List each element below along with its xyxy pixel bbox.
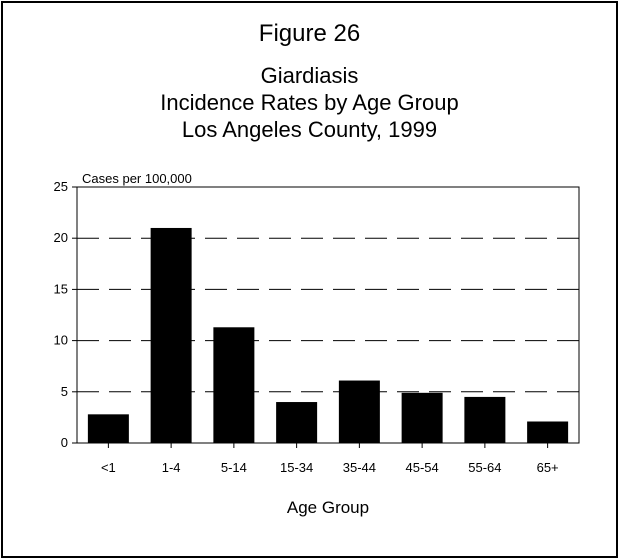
y-tick-label: 20: [54, 230, 68, 245]
y-axis: 0 5 10 15 20 25: [54, 179, 77, 450]
bar: [276, 402, 318, 443]
x-tick-label: 65+: [537, 460, 559, 475]
figure-label: Figure 26: [258, 20, 361, 47]
y-tick-label: 15: [54, 281, 68, 296]
bar: [87, 414, 129, 443]
x-tick-label: 45-54: [406, 460, 439, 475]
bar: [464, 396, 506, 443]
bar: [527, 421, 569, 443]
x-axis: <1 1-4 5-14 15-34 35-44 45-54 55-64 65+: [101, 443, 559, 475]
x-tick-label: 15-34: [280, 460, 313, 475]
x-tick-label: 35-44: [343, 460, 376, 475]
chart-title-line-2: Incidence Rates by Age Group: [160, 90, 459, 115]
bar: [213, 327, 255, 443]
y-axis-label: Cases per 100,000: [82, 171, 192, 186]
y-tick-label: 0: [61, 435, 68, 450]
y-tick-label: 5: [61, 384, 68, 399]
y-tick-label: 10: [54, 333, 68, 348]
x-tick-label: 5-14: [221, 460, 247, 475]
x-tick-label: <1: [101, 460, 116, 475]
x-tick-label: 55-64: [468, 460, 501, 475]
chart-title-line-1: Giardiasis: [260, 63, 359, 88]
bar: [150, 227, 192, 443]
bar: [338, 380, 380, 443]
bars: [87, 227, 569, 443]
x-axis-label: Age Group: [287, 498, 369, 517]
plot-area: [76, 186, 580, 444]
bar: [401, 392, 443, 443]
x-tick-label: 1-4: [162, 460, 181, 475]
chart-title-line-3: Los Angeles County, 1999: [181, 117, 438, 142]
y-tick-label: 25: [54, 179, 68, 194]
